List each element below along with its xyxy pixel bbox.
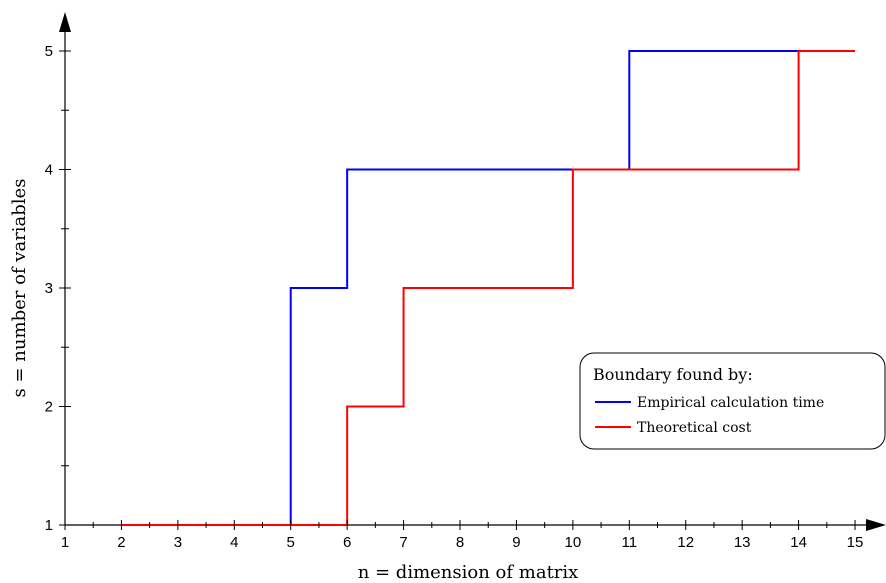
- x-tick-label: 15: [847, 534, 864, 551]
- y-tick-label: 5: [45, 43, 53, 60]
- x-tick-label: 2: [117, 534, 125, 551]
- x-tick-label: 12: [677, 534, 694, 551]
- y-tick-label: 4: [45, 162, 53, 179]
- x-axis-arrow: [866, 519, 886, 531]
- legend-label-theoretical: Theoretical cost: [637, 420, 752, 436]
- y-tick-label: 2: [45, 399, 53, 416]
- series-line-theoretical: [121, 50, 856, 526]
- y-tick-label: 3: [45, 280, 53, 297]
- legend-label-empirical: Empirical calculation time: [637, 395, 824, 411]
- y-axis-arrow: [59, 12, 71, 32]
- axes: [59, 12, 886, 531]
- x-tick-label: 13: [734, 534, 751, 551]
- series-layer: [121, 50, 856, 526]
- x-tick-label: 5: [287, 534, 295, 551]
- x-tick-label: 4: [230, 534, 238, 551]
- series-line-empirical: [121, 50, 856, 526]
- legend-box: [579, 352, 886, 450]
- x-tick-label: 3: [174, 534, 182, 551]
- x-tick-label: 8: [456, 534, 464, 551]
- x-tick-label: 11: [622, 534, 638, 551]
- x-tick-label: 10: [565, 534, 582, 551]
- y-axis-title: s = number of variables: [9, 179, 30, 398]
- x-tick-label: 9: [512, 534, 520, 551]
- x-tick-label: 7: [399, 534, 407, 551]
- y-tick-label: 1: [45, 517, 53, 534]
- x-axis-title: n = dimension of matrix: [358, 562, 579, 583]
- x-tick-label: 6: [343, 534, 351, 551]
- legend-title: Boundary found by:: [593, 365, 753, 384]
- x-tick-label: 1: [61, 534, 69, 551]
- legend: Boundary found by: Empirical calculation…: [579, 352, 886, 450]
- x-tick-label: 14: [790, 534, 807, 551]
